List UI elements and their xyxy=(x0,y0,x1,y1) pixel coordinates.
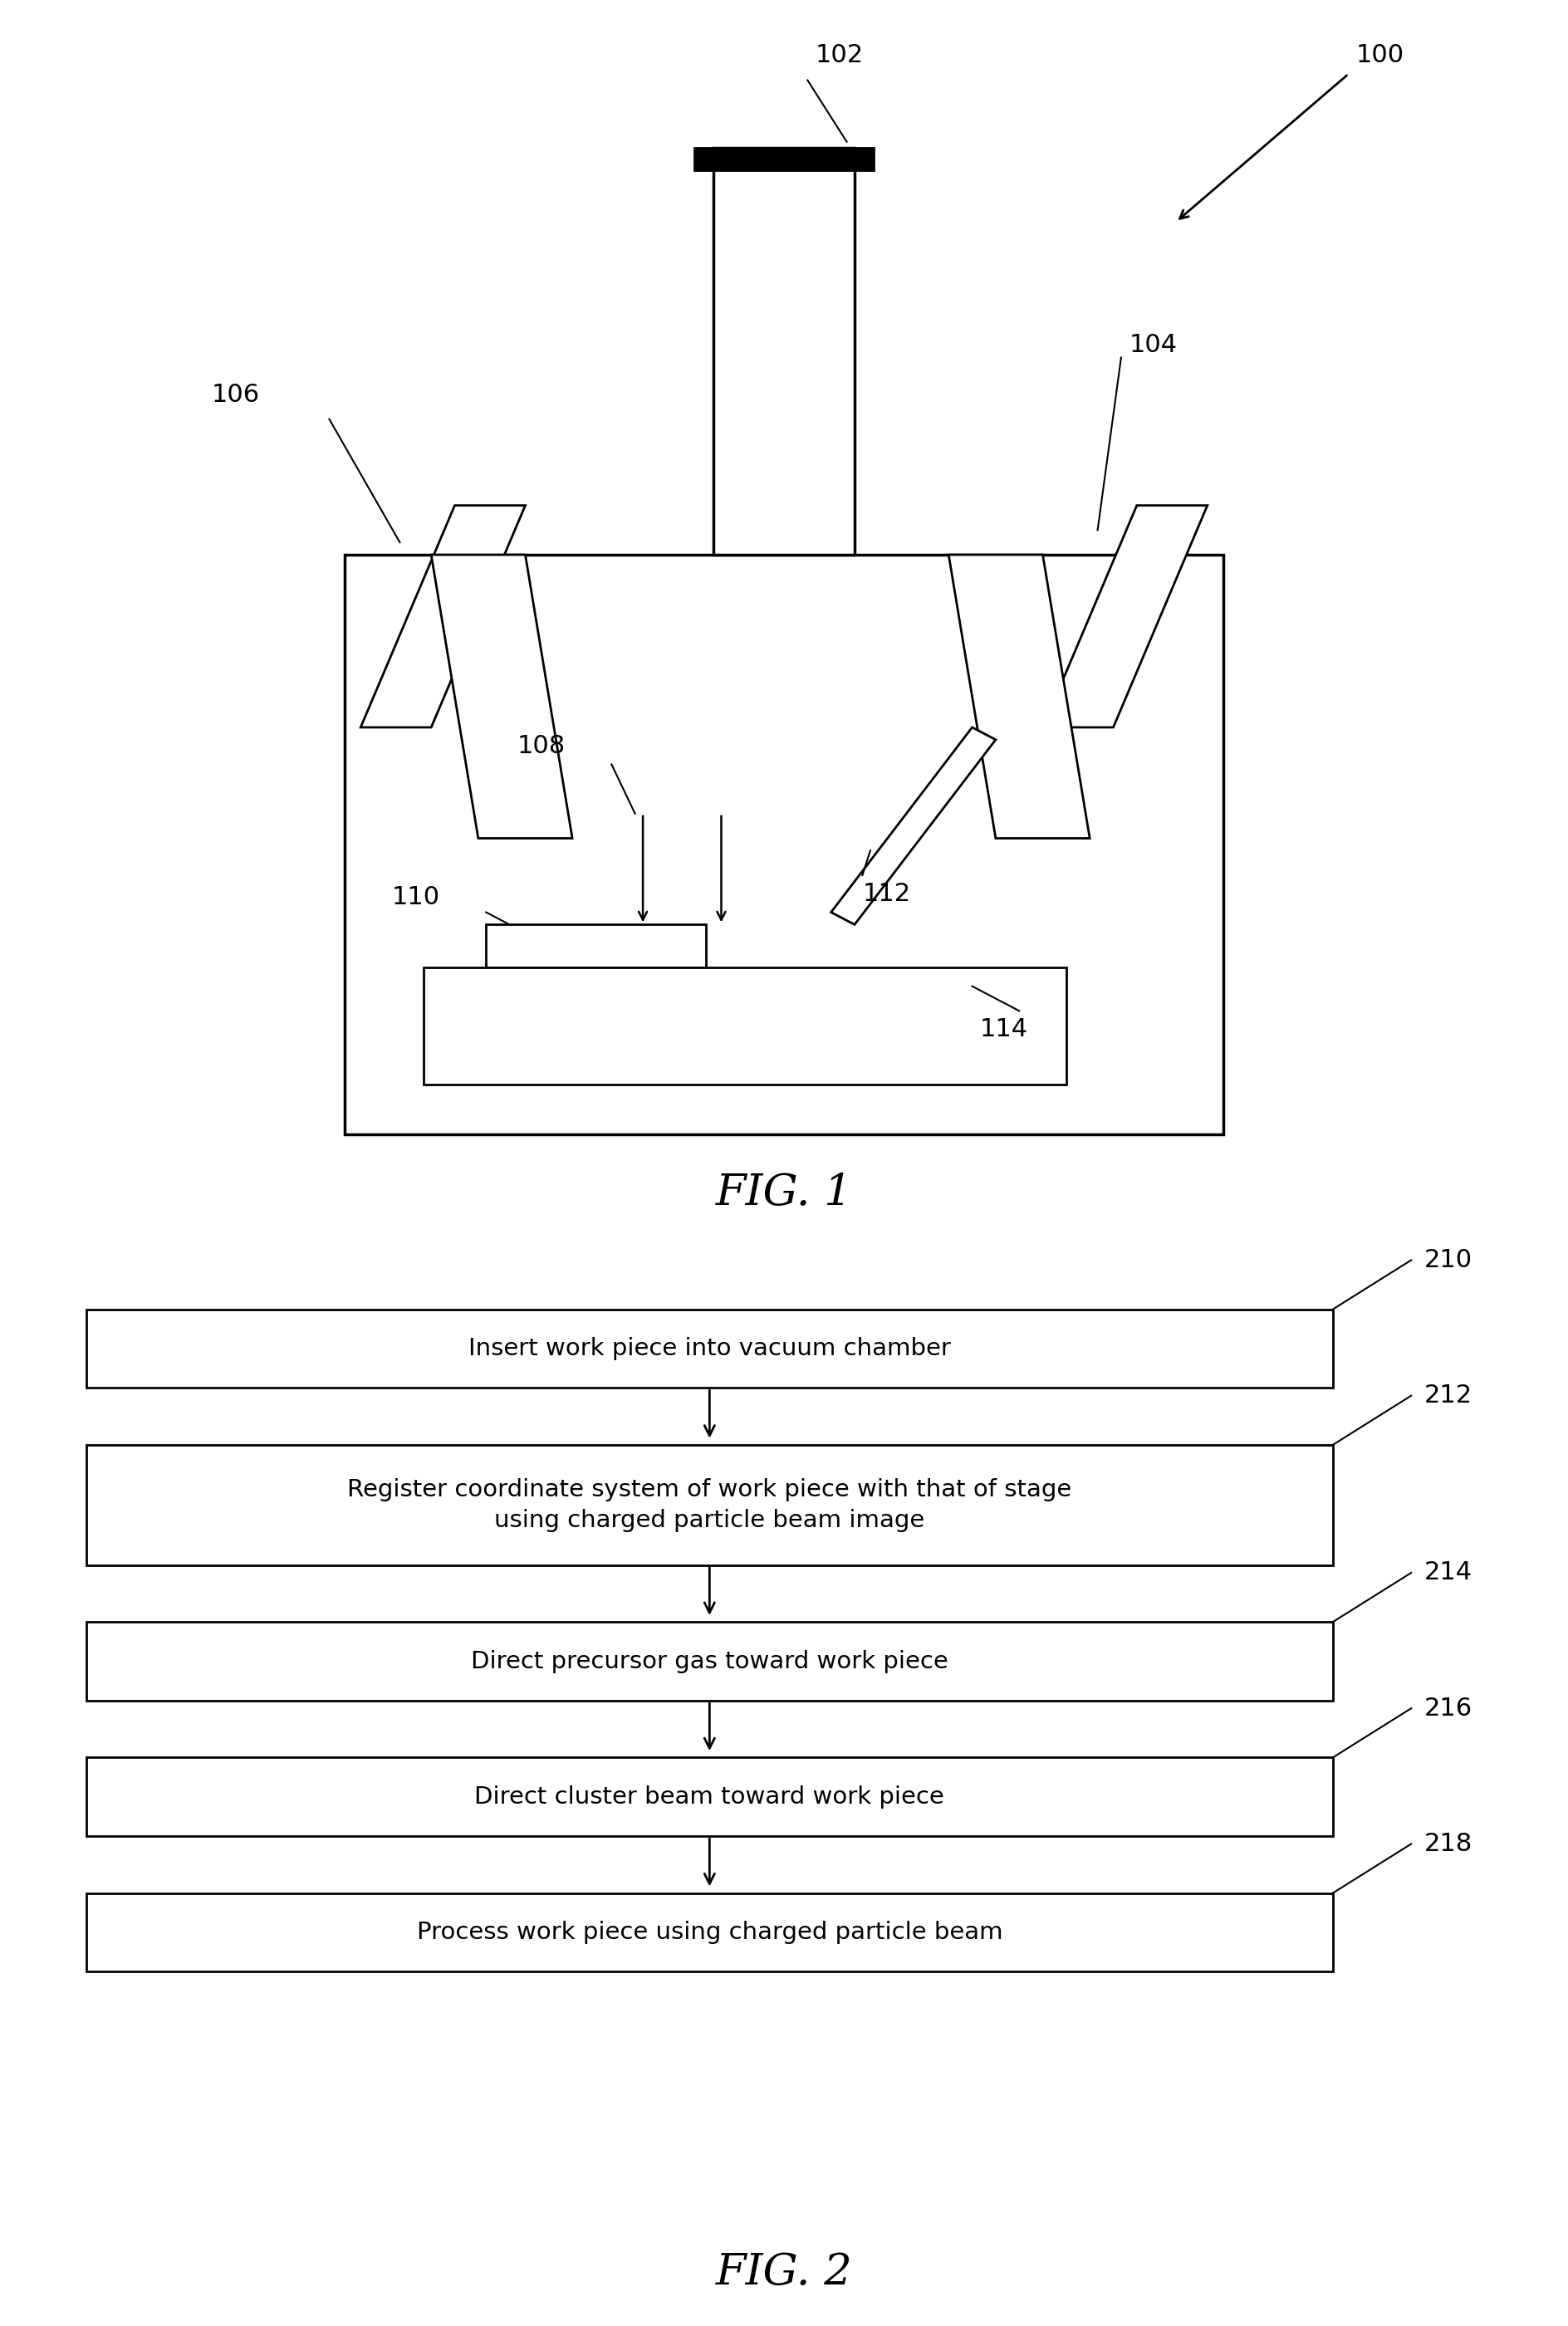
Polygon shape xyxy=(831,728,996,923)
Text: 214: 214 xyxy=(1424,1561,1472,1584)
Text: 110: 110 xyxy=(392,886,441,909)
Polygon shape xyxy=(713,149,855,556)
Text: 108: 108 xyxy=(517,733,566,758)
Text: 218: 218 xyxy=(1424,1833,1472,1856)
Text: Direct cluster beam toward work piece: Direct cluster beam toward work piece xyxy=(475,1786,944,1810)
Text: 112: 112 xyxy=(862,882,911,905)
Polygon shape xyxy=(695,149,873,170)
Polygon shape xyxy=(1043,505,1207,728)
Text: 106: 106 xyxy=(212,381,260,407)
Text: 102: 102 xyxy=(815,44,864,67)
Polygon shape xyxy=(423,968,1066,1084)
Text: 104: 104 xyxy=(1129,333,1178,358)
Text: 210: 210 xyxy=(1424,1249,1472,1272)
Text: Insert work piece into vacuum chamber: Insert work piece into vacuum chamber xyxy=(469,1337,950,1361)
Text: Process work piece using charged particle beam: Process work piece using charged particl… xyxy=(417,1921,1002,1945)
Polygon shape xyxy=(431,556,572,837)
Text: FIG. 2: FIG. 2 xyxy=(715,2252,853,2293)
Polygon shape xyxy=(486,923,706,968)
Text: 212: 212 xyxy=(1424,1384,1472,1407)
Text: 216: 216 xyxy=(1424,1696,1472,1721)
Text: 100: 100 xyxy=(1356,44,1405,67)
Text: FIG. 1: FIG. 1 xyxy=(715,1172,853,1214)
Text: 114: 114 xyxy=(980,1016,1029,1042)
Polygon shape xyxy=(949,556,1090,837)
Polygon shape xyxy=(361,505,525,728)
Text: Direct precursor gas toward work piece: Direct precursor gas toward work piece xyxy=(470,1649,949,1672)
Text: Register coordinate system of work piece with that of stage
using charged partic: Register coordinate system of work piece… xyxy=(348,1477,1071,1533)
